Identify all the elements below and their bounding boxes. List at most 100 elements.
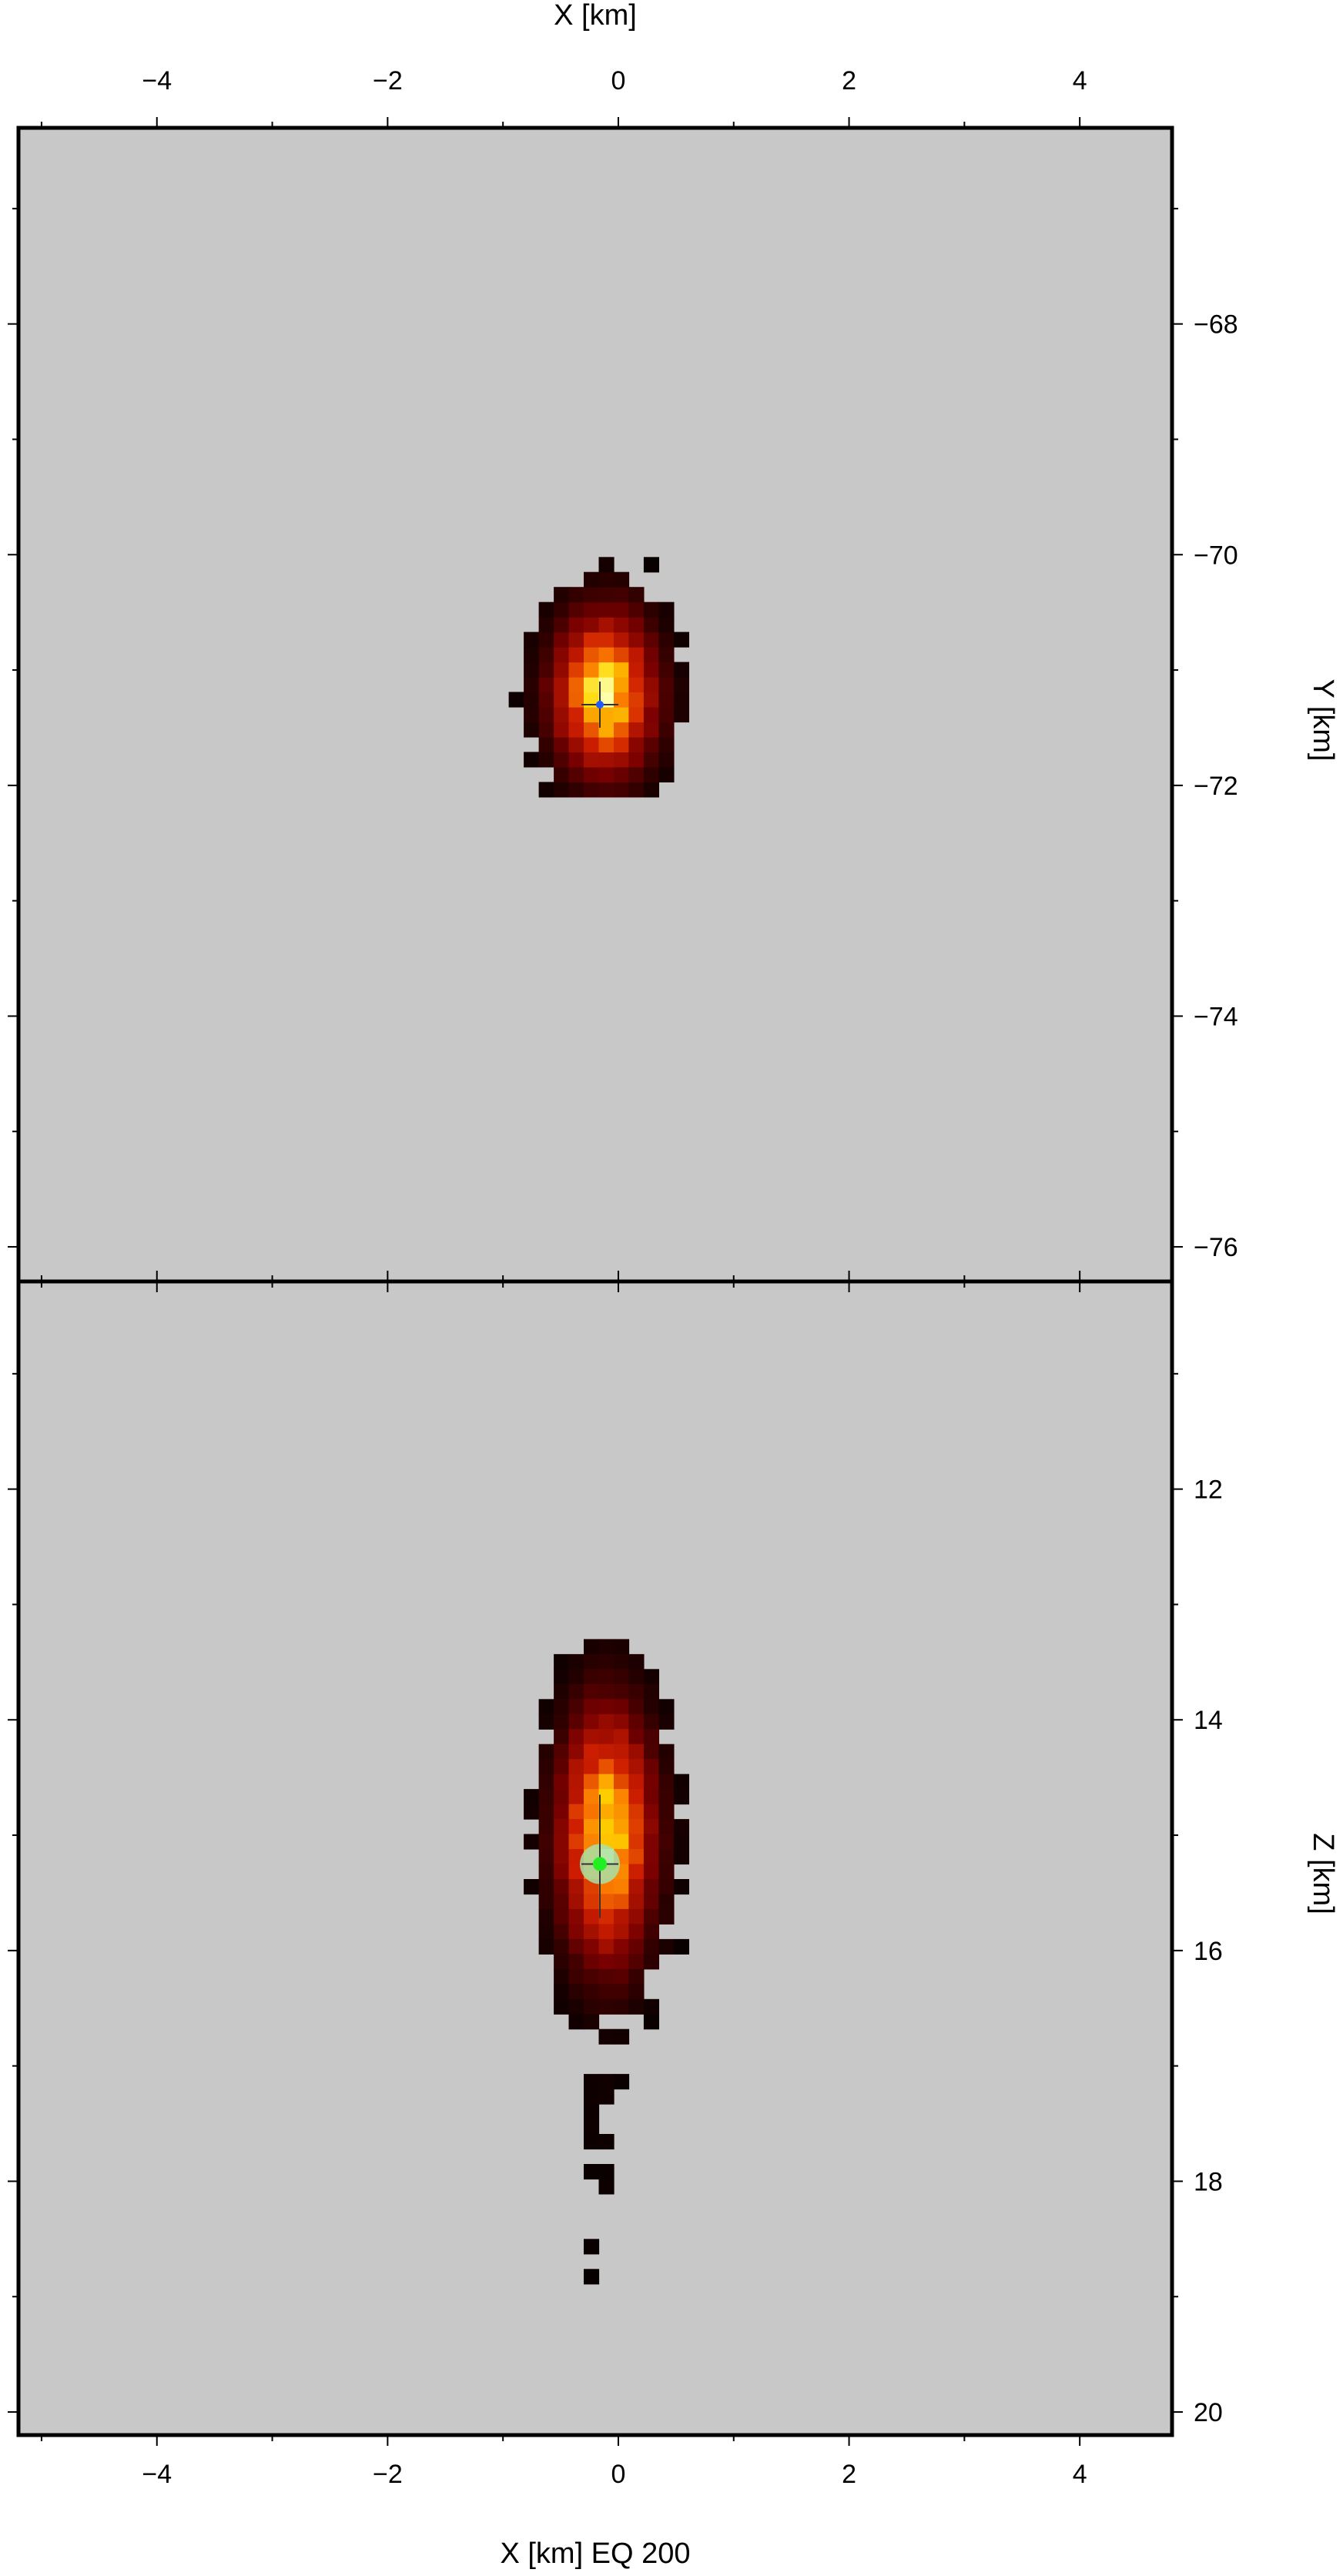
map-density-cell-72 bbox=[598, 662, 615, 678]
map-density-cell-8 bbox=[524, 631, 540, 648]
section-density-cell-140 bbox=[614, 1729, 630, 1745]
section-density-cell-44 bbox=[568, 1653, 584, 1670]
section-density-cell-43 bbox=[554, 1998, 570, 2015]
section-density-cell-202 bbox=[643, 1924, 659, 1940]
section-density-cell-222 bbox=[673, 1774, 689, 1790]
section-density-cell-98 bbox=[584, 2119, 600, 2135]
map-density-cell-36 bbox=[568, 766, 584, 782]
section-density-cell-135 bbox=[614, 1653, 630, 1670]
section-density-cell-81 bbox=[584, 1819, 600, 1835]
section-density-cell-193 bbox=[643, 1789, 659, 1805]
section-density-cell-103 bbox=[598, 1639, 615, 1655]
section-density-cell-54 bbox=[568, 1804, 584, 1820]
map-density-cell-92 bbox=[614, 601, 630, 618]
section-density-cell-217 bbox=[658, 1864, 675, 1880]
section-density-cell-174 bbox=[628, 1849, 645, 1865]
section-density-cell-55 bbox=[568, 1819, 584, 1835]
section-density-cell-47 bbox=[568, 1699, 584, 1715]
section-density-cell-191 bbox=[643, 1759, 659, 1775]
map-density-cell-21 bbox=[554, 782, 570, 798]
map-density-cell-0 bbox=[508, 692, 524, 708]
section-density-cell-175 bbox=[628, 1864, 645, 1880]
section-density-cell-39 bbox=[554, 1938, 570, 1955]
map-density-cell-132 bbox=[658, 631, 675, 648]
map-density-cell-3 bbox=[524, 707, 540, 723]
section-density-cell-182 bbox=[628, 1968, 645, 1985]
section-density-cell-102 bbox=[584, 2269, 600, 2285]
section-density-cell-122 bbox=[598, 1924, 615, 1940]
section-density-cell-137 bbox=[614, 1683, 630, 1700]
section-density-cell-3 bbox=[524, 1879, 540, 1895]
x-tick-label: −4 bbox=[142, 66, 172, 95]
section-density-cell-1 bbox=[524, 1804, 540, 1820]
section-density-cell-172 bbox=[628, 1819, 645, 1835]
section-density-cell-162 bbox=[628, 1669, 645, 1685]
section-density-cell-100 bbox=[584, 2164, 600, 2180]
section-density-cell-115 bbox=[598, 1819, 615, 1835]
section-density-cell-185 bbox=[643, 1669, 659, 1685]
section-density-cell-143 bbox=[614, 1774, 630, 1790]
y-tick-label: −68 bbox=[1194, 310, 1238, 340]
section-density-cell-75 bbox=[584, 1729, 600, 1745]
section-density-cell-16 bbox=[538, 1894, 554, 1910]
x-tick-label: 2 bbox=[842, 2460, 856, 2489]
section-density-cell-165 bbox=[628, 1713, 645, 1730]
section-density-cell-104 bbox=[598, 1653, 615, 1670]
section-density-cell-0 bbox=[524, 1789, 540, 1805]
section-density-cell-110 bbox=[598, 1744, 615, 1760]
section-density-cell-10 bbox=[538, 1804, 554, 1820]
section-density-cell-19 bbox=[538, 1938, 554, 1955]
map-density-cell-98 bbox=[628, 736, 645, 752]
map-density-cell-87 bbox=[614, 677, 630, 693]
map-density-cell-51 bbox=[584, 752, 600, 768]
map-density-cell-85 bbox=[614, 707, 630, 723]
map-density-cell-44 bbox=[568, 647, 584, 663]
section-density-cell-121 bbox=[598, 1908, 615, 1924]
map-density-cell-118 bbox=[643, 647, 659, 663]
map-density-cell-104 bbox=[628, 647, 645, 663]
section-density-cell-225 bbox=[673, 1834, 689, 1850]
section-density-cell-205 bbox=[643, 1998, 659, 2015]
section-density-cell-178 bbox=[628, 1908, 645, 1924]
map-density-cell-102 bbox=[628, 677, 645, 693]
map-density-cell-59 bbox=[584, 631, 600, 648]
section-density-cell-177 bbox=[628, 1894, 645, 1910]
section-density-cell-183 bbox=[628, 1984, 645, 2000]
section-density-cell-188 bbox=[643, 1713, 659, 1730]
section-density-cell-73 bbox=[584, 1699, 600, 1715]
map-density-cell-39 bbox=[568, 722, 584, 738]
section-density-cell-21 bbox=[554, 1669, 570, 1685]
section-density-cell-212 bbox=[658, 1789, 675, 1805]
section-density-cell-213 bbox=[658, 1804, 675, 1820]
section-density-cell-92 bbox=[584, 1984, 600, 2000]
section-density-cell-195 bbox=[643, 1819, 659, 1835]
section-density-cell-159 bbox=[614, 2028, 630, 2045]
section-density-cell-33 bbox=[554, 1849, 570, 1865]
section-density-cell-141 bbox=[614, 1744, 630, 1760]
section-density-cell-69 bbox=[584, 1639, 600, 1655]
section-density-cell-169 bbox=[628, 1774, 645, 1790]
map-density-cell-121 bbox=[643, 601, 659, 618]
section-density-cell-2 bbox=[524, 1834, 540, 1850]
map-density-cell-4 bbox=[524, 692, 540, 708]
section-density-cell-15 bbox=[538, 1879, 554, 1895]
section-density-cell-204 bbox=[643, 1954, 659, 1970]
map-density-cell-134 bbox=[658, 601, 675, 618]
section-density-cell-26 bbox=[554, 1744, 570, 1760]
section-density-cell-196 bbox=[643, 1834, 659, 1850]
map-density-cell-23 bbox=[554, 752, 570, 768]
y-tick-label: 18 bbox=[1194, 2167, 1223, 2196]
section-density-cell-72 bbox=[584, 1683, 600, 1700]
section-density-cell-152 bbox=[614, 1908, 630, 1924]
section-density-cell-37 bbox=[554, 1908, 570, 1924]
map-density-cell-76 bbox=[598, 601, 615, 618]
section-density-cell-106 bbox=[598, 1683, 615, 1700]
map-density-cell-126 bbox=[658, 722, 675, 738]
map-density-cell-2 bbox=[524, 722, 540, 738]
map-density-cell-130 bbox=[658, 662, 675, 678]
map-density-cell-53 bbox=[584, 722, 600, 738]
map-density-cell-113 bbox=[643, 722, 659, 738]
section-density-cell-207 bbox=[658, 1699, 675, 1715]
map-view-x-axis-title: X [km] bbox=[554, 0, 637, 32]
section-density-cell-126 bbox=[598, 1984, 615, 2000]
